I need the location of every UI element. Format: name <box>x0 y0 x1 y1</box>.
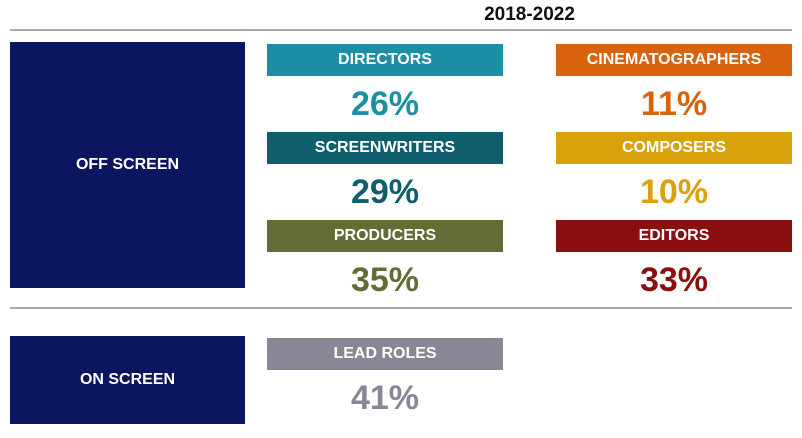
percentage: 35% <box>350 261 420 299</box>
percentage: 26% <box>350 85 420 123</box>
percentage: 29% <box>350 173 420 211</box>
percentage: 11% <box>640 85 708 123</box>
percentage: 41% <box>350 379 420 417</box>
category-tag: DIRECTORS <box>267 44 503 76</box>
section-label: ON SCREEN <box>10 336 245 424</box>
category-tag: EDITORS <box>556 220 792 252</box>
category-tag: CINEMATOGRAPHERS <box>556 44 792 76</box>
category-tag: LEAD ROLES <box>267 338 503 370</box>
percentage: 33% <box>639 261 709 299</box>
title: 2018-2022 <box>484 4 575 25</box>
divider <box>10 29 792 31</box>
section-label: OFF SCREEN <box>10 42 245 288</box>
percentage: 10% <box>639 173 709 211</box>
category-tag: PRODUCERS <box>267 220 503 252</box>
divider <box>10 307 792 309</box>
category-tag: COMPOSERS <box>556 132 792 164</box>
category-tag: SCREENWRITERS <box>267 132 503 164</box>
